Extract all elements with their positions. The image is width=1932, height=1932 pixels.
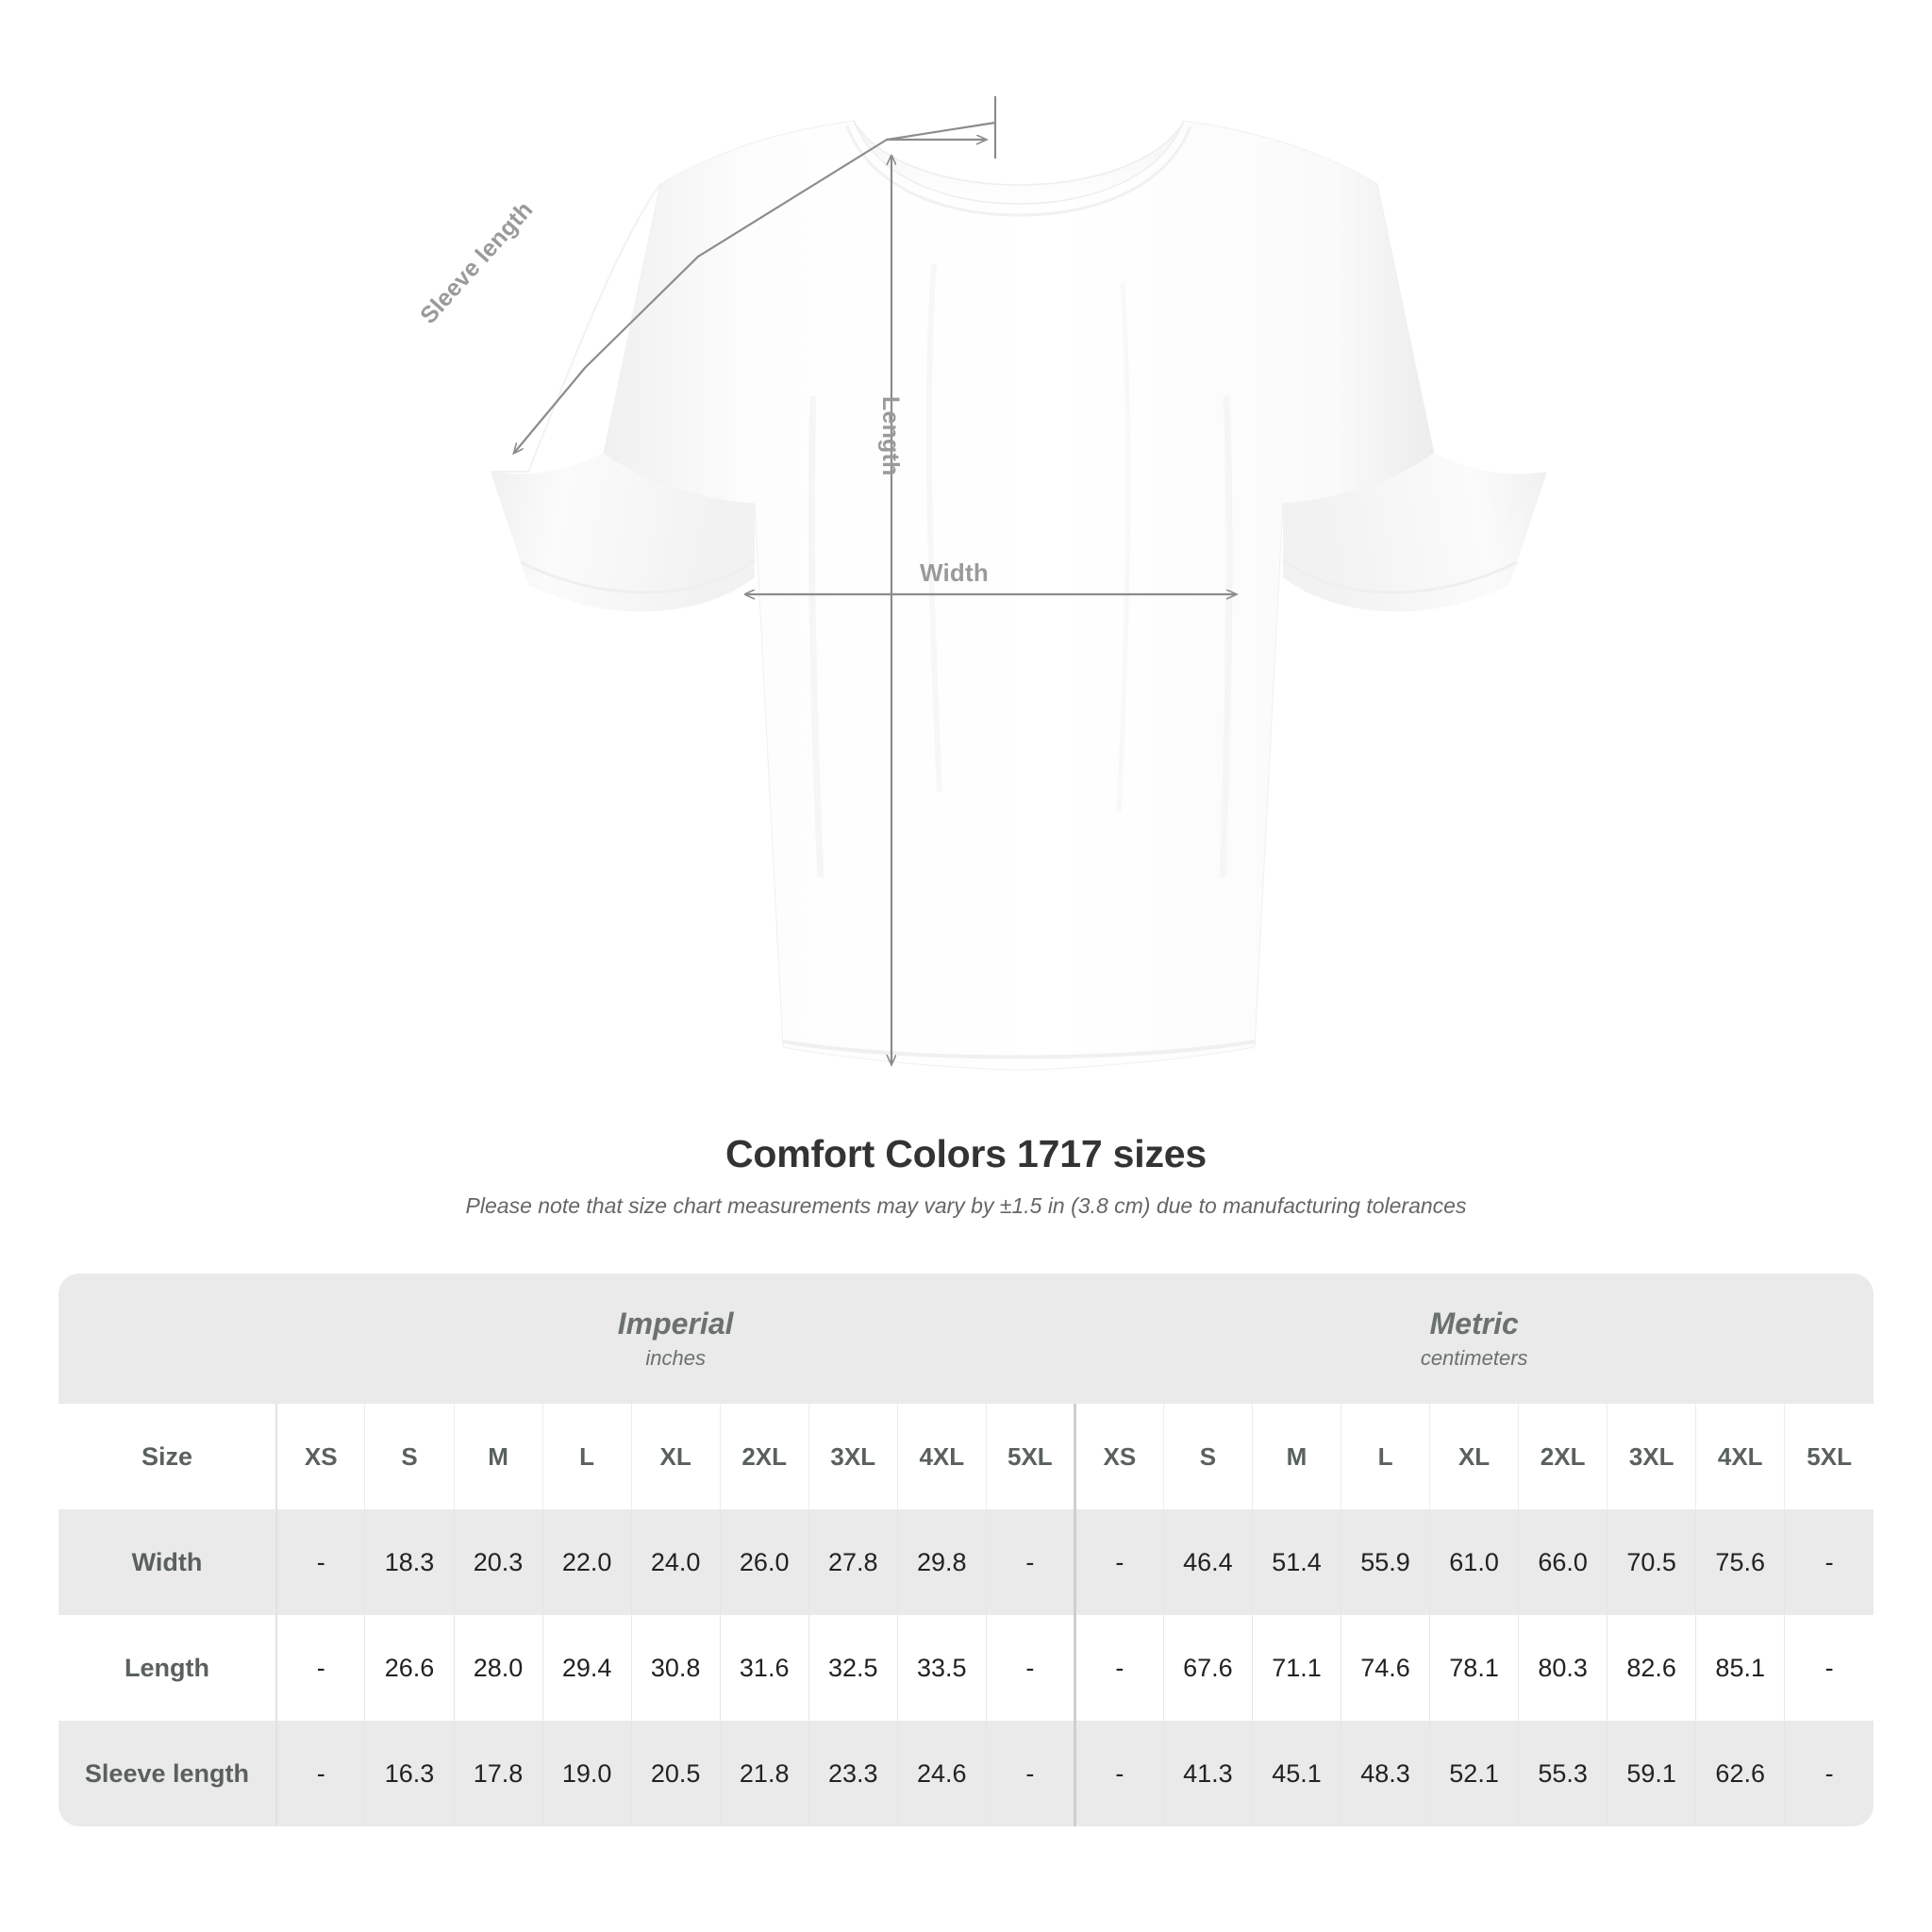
cell-length-met-4XL: 85.1 bbox=[1695, 1615, 1785, 1721]
cell-sleeve-imp-M: 17.8 bbox=[453, 1721, 543, 1826]
unit-header-row: Imperial inches Metric centimeters bbox=[58, 1274, 1874, 1404]
cell-width-imp-2XL: 26.0 bbox=[719, 1509, 809, 1615]
cell-length-met-L: 74.6 bbox=[1340, 1615, 1430, 1721]
header-size-met-2XL: 2XL bbox=[1518, 1404, 1607, 1509]
cell-sleeve-imp-2XL: 21.8 bbox=[719, 1721, 809, 1826]
cell-width-met-2XL: 66.0 bbox=[1518, 1509, 1607, 1615]
cell-width-met-L: 55.9 bbox=[1340, 1509, 1430, 1615]
cell-width-met-S: 46.4 bbox=[1162, 1509, 1253, 1615]
unit-group-metric-sub: centimeters bbox=[1420, 1345, 1528, 1370]
cell-width-met-4XL: 75.6 bbox=[1695, 1509, 1785, 1615]
cell-width-imp-M: 20.3 bbox=[453, 1509, 543, 1615]
cell-length-imp-4XL: 33.5 bbox=[896, 1615, 987, 1721]
header-size-imp-S: S bbox=[364, 1404, 455, 1509]
header-size-met-M: M bbox=[1251, 1404, 1341, 1509]
row-label-sleeve-length: Sleeve length bbox=[58, 1721, 276, 1826]
unit-spacer-cell bbox=[58, 1274, 276, 1404]
header-size-met-XS: XS bbox=[1073, 1404, 1164, 1509]
header-size-met-XL: XL bbox=[1429, 1404, 1519, 1509]
title-block: Comfort Colors 1717 sizes Please note th… bbox=[0, 1132, 1932, 1219]
unit-group-metric-name: Metric bbox=[1429, 1306, 1519, 1341]
cell-width-imp-XS: - bbox=[275, 1509, 365, 1615]
cell-length-imp-3XL: 32.5 bbox=[808, 1615, 898, 1721]
cell-length-imp-S: 26.6 bbox=[364, 1615, 455, 1721]
cell-length-met-3XL: 82.6 bbox=[1607, 1615, 1696, 1721]
cell-sleeve-met-3XL: 59.1 bbox=[1607, 1721, 1696, 1826]
unit-group-imperial: Imperial inches bbox=[275, 1274, 1075, 1404]
cell-width-met-XS: - bbox=[1073, 1509, 1164, 1615]
cell-width-met-M: 51.4 bbox=[1251, 1509, 1341, 1615]
table-row-width: Width - 18.3 20.3 22.0 24.0 26.0 27.8 29… bbox=[58, 1509, 1874, 1615]
unit-group-metric: Metric centimeters bbox=[1074, 1274, 1874, 1404]
header-size-met-4XL: 4XL bbox=[1695, 1404, 1785, 1509]
page-title: Comfort Colors 1717 sizes bbox=[725, 1132, 1207, 1175]
cell-length-met-2XL: 80.3 bbox=[1518, 1615, 1607, 1721]
cell-width-imp-5XL: - bbox=[985, 1509, 1075, 1615]
cell-width-met-3XL: 70.5 bbox=[1607, 1509, 1696, 1615]
cell-length-imp-5XL: - bbox=[985, 1615, 1075, 1721]
header-size-met-S: S bbox=[1162, 1404, 1253, 1509]
cell-width-imp-XL: 24.0 bbox=[630, 1509, 721, 1615]
row-label-width: Width bbox=[58, 1509, 276, 1615]
cell-length-imp-XS: - bbox=[275, 1615, 365, 1721]
cell-sleeve-imp-S: 16.3 bbox=[364, 1721, 455, 1826]
table-row-length: Length - 26.6 28.0 29.4 30.8 31.6 32.5 3… bbox=[58, 1615, 1874, 1721]
cell-sleeve-met-XL: 52.1 bbox=[1429, 1721, 1519, 1826]
size-table: Imperial inches Metric centimeters Size … bbox=[58, 1274, 1874, 1826]
tolerance-note: Please note that size chart measurements… bbox=[465, 1193, 1467, 1218]
header-size-imp-XS: XS bbox=[275, 1404, 365, 1509]
table-row-sleeve-length: Sleeve length - 16.3 17.8 19.0 20.5 21.8… bbox=[58, 1721, 1874, 1826]
cell-length-met-5XL: - bbox=[1784, 1615, 1874, 1721]
header-size-met-3XL: 3XL bbox=[1607, 1404, 1696, 1509]
cell-sleeve-imp-XL: 20.5 bbox=[630, 1721, 721, 1826]
cell-sleeve-met-4XL: 62.6 bbox=[1695, 1721, 1785, 1826]
cell-width-imp-S: 18.3 bbox=[364, 1509, 455, 1615]
cell-sleeve-imp-5XL: - bbox=[985, 1721, 1075, 1826]
size-table-wrapper: Imperial inches Metric centimeters Size … bbox=[58, 1274, 1874, 1826]
cell-sleeve-met-5XL: - bbox=[1784, 1721, 1874, 1826]
cell-length-imp-2XL: 31.6 bbox=[719, 1615, 809, 1721]
header-size-imp-L: L bbox=[541, 1404, 632, 1509]
width-label: Width bbox=[920, 558, 989, 587]
header-size-imp-4XL: 4XL bbox=[896, 1404, 987, 1509]
cell-length-met-S: 67.6 bbox=[1162, 1615, 1253, 1721]
cell-sleeve-met-M: 45.1 bbox=[1251, 1721, 1341, 1826]
header-size-met-L: L bbox=[1340, 1404, 1430, 1509]
cell-length-imp-L: 29.4 bbox=[541, 1615, 632, 1721]
row-label-length: Length bbox=[58, 1615, 276, 1721]
cell-length-imp-M: 28.0 bbox=[453, 1615, 543, 1721]
unit-group-imperial-name: Imperial bbox=[617, 1306, 734, 1341]
cell-width-imp-3XL: 27.8 bbox=[808, 1509, 898, 1615]
cell-width-met-XL: 61.0 bbox=[1429, 1509, 1519, 1615]
size-header-row: Size XS S M L XL 2XL 3XL 4XL 5XL XS S M … bbox=[58, 1404, 1874, 1509]
cell-length-met-M: 71.1 bbox=[1251, 1615, 1341, 1721]
header-size-imp-M: M bbox=[453, 1404, 543, 1509]
cell-length-met-XL: 78.1 bbox=[1429, 1615, 1519, 1721]
cell-sleeve-met-L: 48.3 bbox=[1340, 1721, 1430, 1826]
cell-sleeve-imp-L: 19.0 bbox=[541, 1721, 632, 1826]
header-size-imp-3XL: 3XL bbox=[808, 1404, 898, 1509]
length-label: Length bbox=[877, 396, 904, 476]
cell-width-met-5XL: - bbox=[1784, 1509, 1874, 1615]
sleeve-length-dimension-arrow bbox=[514, 96, 997, 453]
header-size-imp-5XL: 5XL bbox=[985, 1404, 1075, 1509]
header-size-label: Size bbox=[58, 1404, 276, 1509]
cell-length-imp-XL: 30.8 bbox=[630, 1615, 721, 1721]
header-size-imp-2XL: 2XL bbox=[719, 1404, 809, 1509]
cell-sleeve-imp-XS: - bbox=[275, 1721, 365, 1826]
header-size-imp-XL: XL bbox=[630, 1404, 721, 1509]
cell-width-imp-4XL: 29.8 bbox=[896, 1509, 987, 1615]
tshirt-illustration bbox=[491, 96, 1547, 1071]
unit-group-imperial-sub: inches bbox=[645, 1345, 706, 1370]
cell-sleeve-imp-3XL: 23.3 bbox=[808, 1721, 898, 1826]
cell-sleeve-met-XS: - bbox=[1073, 1721, 1164, 1826]
cell-length-met-XS: - bbox=[1073, 1615, 1164, 1721]
cell-sleeve-met-2XL: 55.3 bbox=[1518, 1721, 1607, 1826]
cell-width-imp-L: 22.0 bbox=[541, 1509, 632, 1615]
cell-sleeve-met-S: 41.3 bbox=[1162, 1721, 1253, 1826]
tshirt-diagram: Sleeve length Length Width bbox=[415, 96, 1547, 1071]
header-size-met-5XL: 5XL bbox=[1784, 1404, 1874, 1509]
cell-sleeve-imp-4XL: 24.6 bbox=[896, 1721, 987, 1826]
